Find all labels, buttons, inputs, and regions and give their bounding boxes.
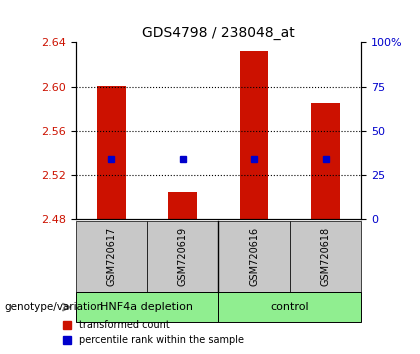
Text: GSM720616: GSM720616 [249, 227, 259, 286]
Text: control: control [270, 302, 309, 312]
Bar [168, 192, 197, 219]
Bar [311, 103, 340, 219]
Text: genotype/variation: genotype/variation [4, 302, 103, 312]
Title: GDS4798 / 238048_at: GDS4798 / 238048_at [142, 26, 295, 40]
Text: GSM720618: GSM720618 [320, 227, 331, 286]
Bar [97, 86, 126, 219]
Text: GSM720617: GSM720617 [106, 227, 116, 286]
Text: GSM720619: GSM720619 [178, 227, 188, 286]
Legend: transformed count, percentile rank within the sample: transformed count, percentile rank withi… [60, 316, 248, 349]
Bar [240, 51, 268, 219]
Text: HNF4a depletion: HNF4a depletion [100, 302, 194, 312]
